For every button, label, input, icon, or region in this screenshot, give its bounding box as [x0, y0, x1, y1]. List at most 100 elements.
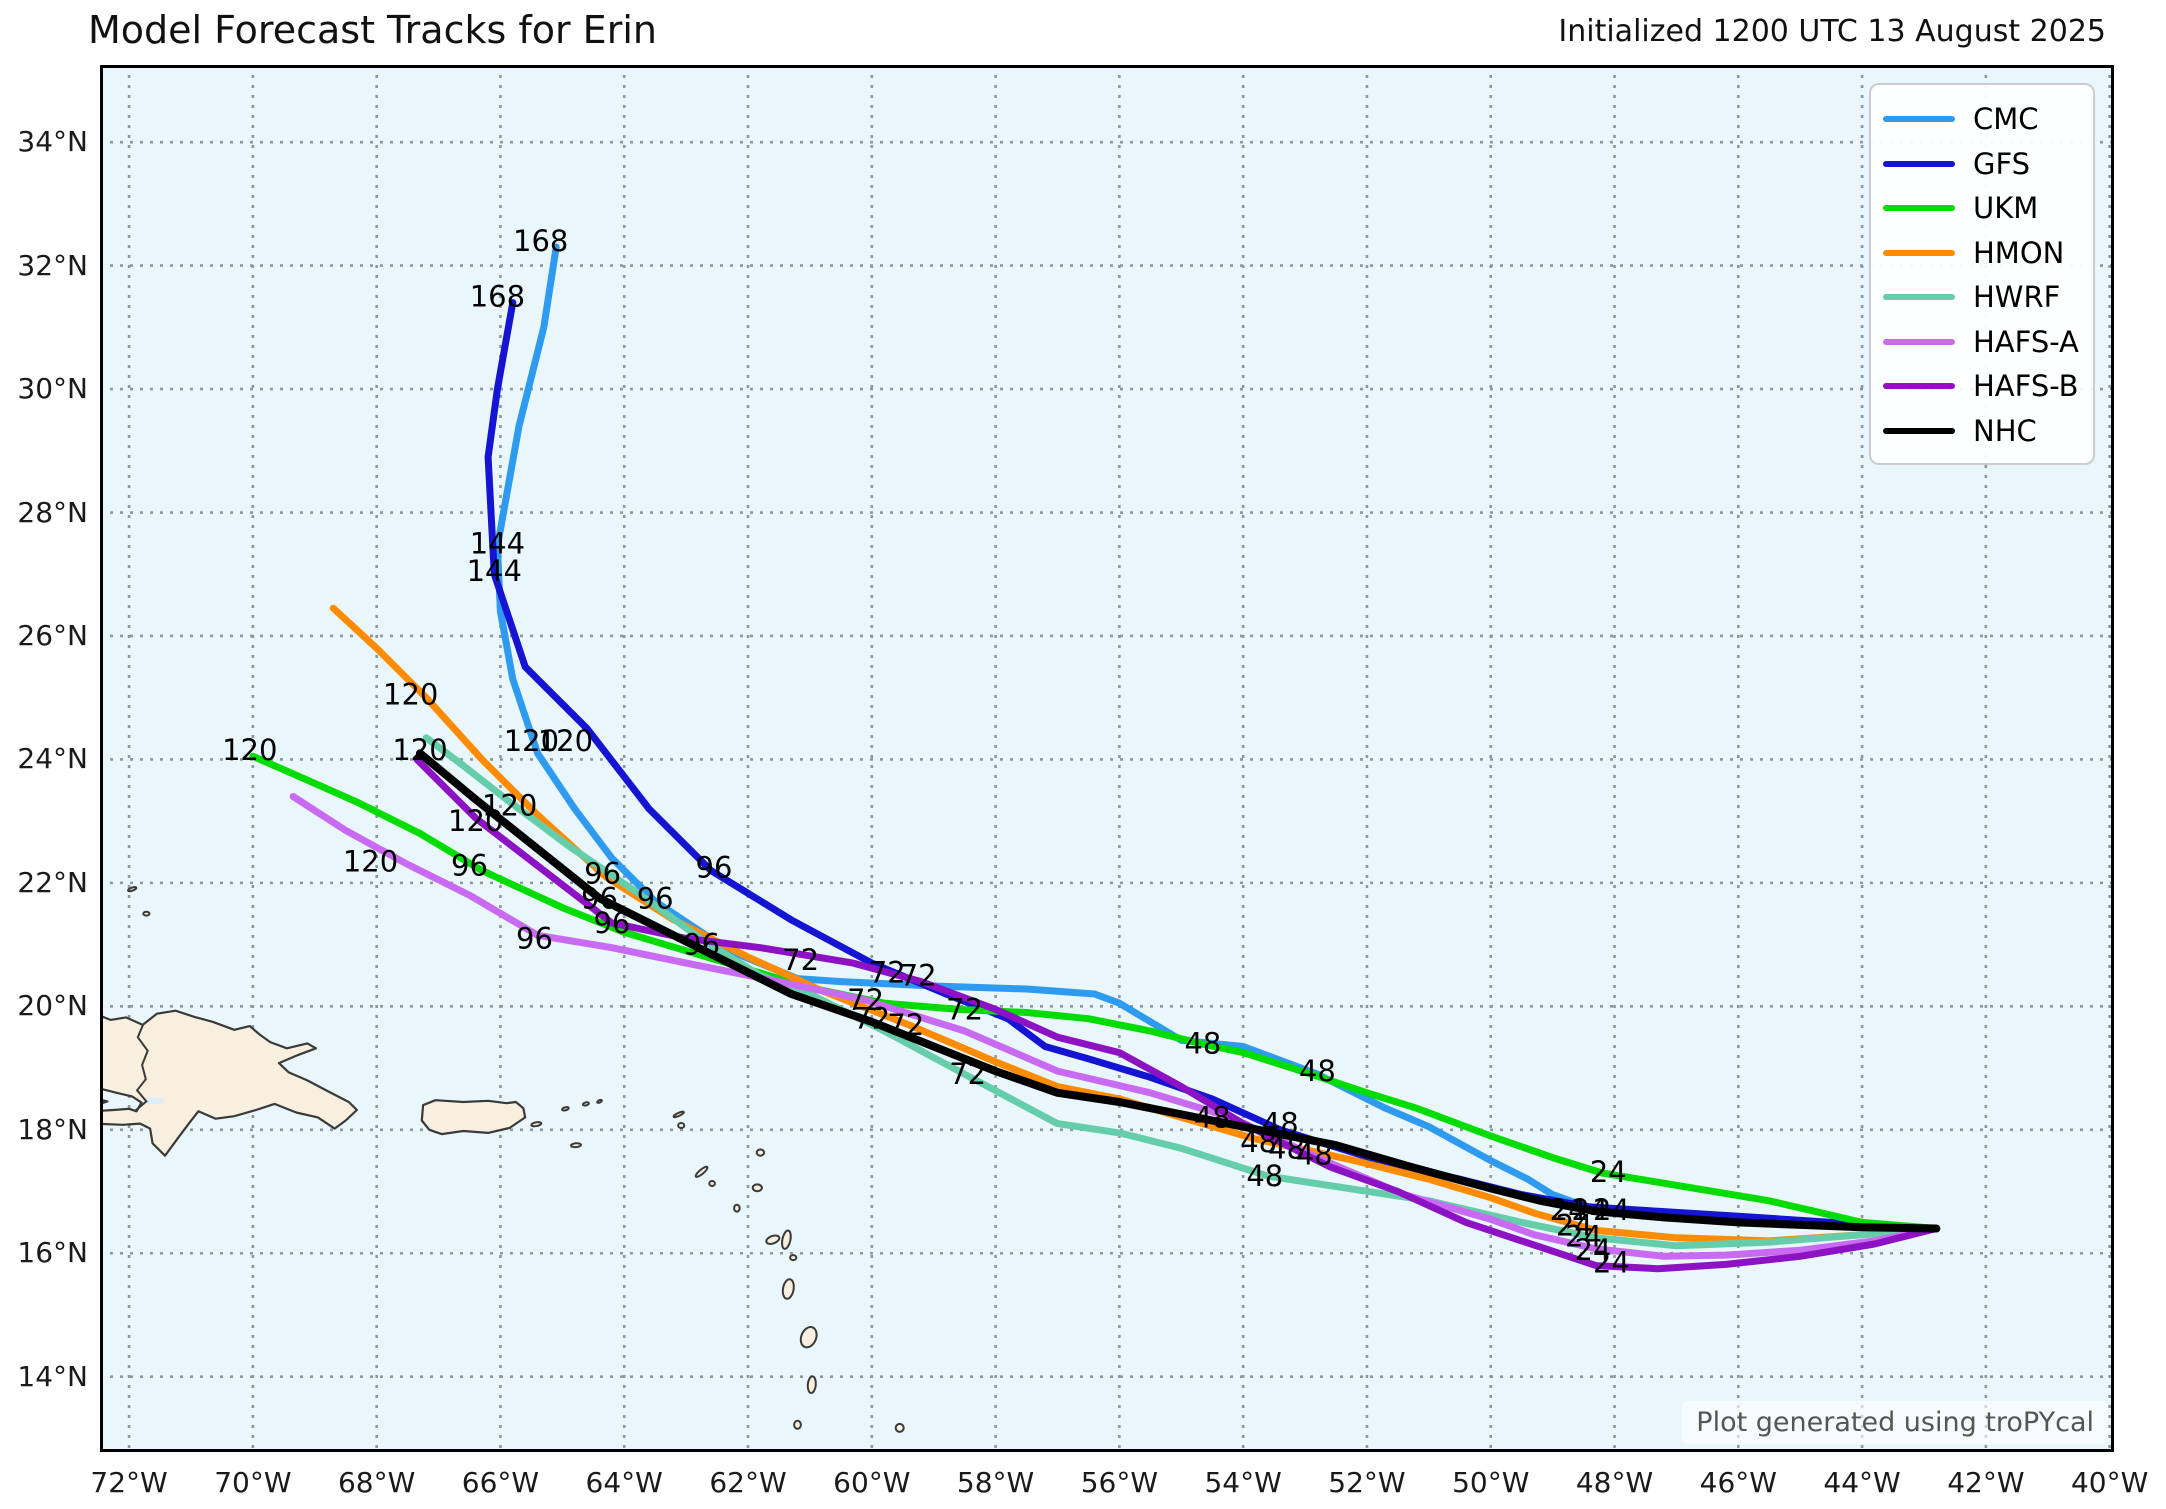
legend-item-nhc: NHC	[1883, 409, 2093, 454]
track-nhc	[416, 749, 1941, 1233]
legend-item-hafs-b: HAFS-B	[1883, 364, 2093, 409]
hour-label-hmon-120: 120	[383, 678, 438, 712]
st-martin-island	[677, 1122, 686, 1129]
turks-caicos-island	[127, 886, 138, 893]
y-tick-14n: 14°N	[17, 1359, 88, 1393]
y-tick-18n: 18°N	[17, 1112, 88, 1146]
hour-label-gfs-120: 120	[538, 724, 593, 758]
hour-label-gfs-144: 144	[467, 554, 522, 588]
hour-label-cmc-72: 72	[782, 943, 819, 977]
hour-label-cmc-168: 168	[513, 224, 568, 258]
legend-label-hmon: HMON	[1973, 235, 2065, 270]
legend-swatch-hwrf	[1883, 294, 1955, 301]
hour-label-ukm-48: 48	[1184, 1026, 1221, 1060]
hour-label-ukm-72: 72	[869, 955, 906, 989]
track-ukm	[249, 752, 1940, 1232]
track-map: 24 48 72 96 120 144 168 24 48 72 96 120 144 168 24 48 72…	[100, 65, 2114, 1452]
barbuda-island	[755, 1148, 766, 1157]
hour-label-hmon-72: 72	[887, 1008, 924, 1042]
x-tick-44w: 44°W	[1823, 1466, 1901, 1499]
y-tick-26n: 26°N	[17, 618, 88, 652]
y-tick-28n: 28°N	[17, 495, 88, 529]
legend: CMC GFS UKM HMON HWRF HAFS-A HAFS-B NHC	[1869, 83, 2095, 465]
hour-label-hmon-48: 48	[1240, 1125, 1277, 1159]
hour-label-hafs-b-48: 48	[1268, 1131, 1305, 1165]
x-tick-50w: 50°W	[1452, 1466, 1530, 1499]
barbados-island	[894, 1422, 905, 1433]
legend-item-cmc: CMC	[1883, 97, 2093, 142]
legend-label-cmc: CMC	[1973, 102, 2039, 137]
legend-label-hafs-b: HAFS-B	[1973, 369, 2079, 404]
track-cmc	[493, 243, 1940, 1232]
init-time-label: Initialized 1200 UTC 13 August 2025	[1558, 14, 2106, 49]
martinique-island	[799, 1326, 818, 1349]
hour-label-cmc-120: 120	[504, 724, 559, 758]
legend-swatch-cmc	[1883, 116, 1955, 123]
legend-label-hafs-a: HAFS-A	[1973, 324, 2079, 359]
hour-label-ukm-120: 120	[222, 733, 277, 767]
hour-label-ukm-24: 24	[1590, 1155, 1627, 1189]
track-hmon	[329, 604, 1940, 1245]
x-tick-58w: 58°W	[956, 1466, 1035, 1499]
guadeloupe-east-island	[781, 1229, 792, 1250]
x-tick-70w: 70°W	[214, 1466, 292, 1499]
x-tick-52w: 52°W	[1328, 1466, 1406, 1499]
legend-swatch-hafs-a	[1883, 338, 1955, 345]
hour-label-gfs-96: 96	[696, 850, 733, 884]
virgin-gorda-island	[596, 1098, 603, 1104]
x-tick-40w: 40°W	[2070, 1466, 2149, 1499]
legend-item-hafs-a: HAFS-A	[1883, 320, 2093, 365]
hispaniola-landmass	[100, 1009, 358, 1157]
hour-label-hwrf-120: 120	[482, 789, 537, 823]
legend-item-ukm: UKM	[1883, 186, 2093, 231]
legend-swatch-nhc	[1883, 427, 1955, 434]
vieques-island	[530, 1121, 543, 1128]
legend-swatch-hafs-b	[1883, 383, 1955, 390]
x-tick-66w: 66°W	[461, 1466, 540, 1499]
hour-label-cmc-144: 144	[470, 526, 525, 560]
x-tick-68w: 68°W	[337, 1466, 416, 1499]
nevis-island	[708, 1180, 716, 1187]
puerto-rico-landmass	[420, 1099, 527, 1136]
lake-enriquillo	[143, 1097, 165, 1105]
x-tick-64w: 64°W	[585, 1466, 663, 1499]
x-tick-48w: 48°W	[1575, 1466, 1654, 1499]
y-tick-20n: 20°N	[17, 989, 88, 1023]
hour-label-gfs-24: 24	[1550, 1193, 1587, 1227]
watermark: Plot generated using troPYcal	[1682, 1401, 2108, 1444]
x-tick-54w: 54°W	[1204, 1466, 1282, 1499]
hour-label-hafs-a-48: 48	[1296, 1138, 1333, 1172]
x-tick-62w: 62°W	[709, 1466, 787, 1499]
gridlines	[100, 65, 2114, 1452]
y-tick-34n: 34°N	[17, 125, 88, 159]
legend-label-nhc: NHC	[1973, 413, 2037, 448]
hour-label-hafs-b-96: 96	[593, 906, 630, 940]
haiti-dr-border	[134, 1023, 149, 1112]
legend-swatch-gfs	[1883, 160, 1955, 167]
page-title: Model Forecast Tracks for Erin	[88, 8, 657, 52]
y-tick-24n: 24°N	[17, 742, 88, 776]
hour-label-nhc-120: 120	[392, 733, 447, 767]
st-kitts-island	[694, 1165, 709, 1178]
hour-label-hafs-b-72: 72	[900, 959, 937, 993]
hour-label-hafs-b-120: 120	[448, 804, 503, 838]
hour-label-hwrf-48: 48	[1246, 1159, 1283, 1193]
hour-label-hmon-24: 24	[1556, 1209, 1593, 1243]
montserrat-island	[733, 1203, 741, 1213]
anguilla-island	[672, 1110, 685, 1119]
hour-label-ukm-96: 96	[451, 849, 488, 883]
y-tick-30n: 30°N	[17, 372, 88, 406]
x-tick-56w: 56°W	[1080, 1466, 1159, 1499]
legend-item-gfs: GFS	[1883, 142, 2093, 187]
st-vincent-island	[793, 1419, 802, 1430]
map-layers: 24 48 72 96 120 144 168 24 48 72 96 120 144 168 24 48 72…	[100, 65, 2114, 1452]
st-croix-island	[570, 1142, 582, 1149]
hour-label-hmon-96: 96	[584, 857, 621, 891]
hour-label-cmc-96: 96	[637, 881, 674, 915]
legend-swatch-hmon	[1883, 249, 1955, 256]
dominica-island	[781, 1278, 795, 1300]
st-lucia-island	[806, 1375, 817, 1394]
hour-labels: 24 48 72 96 120 144 168 24 48 72 96 120 144 168 24 48 72…	[222, 224, 1630, 1280]
great-inagua-island	[142, 910, 151, 917]
